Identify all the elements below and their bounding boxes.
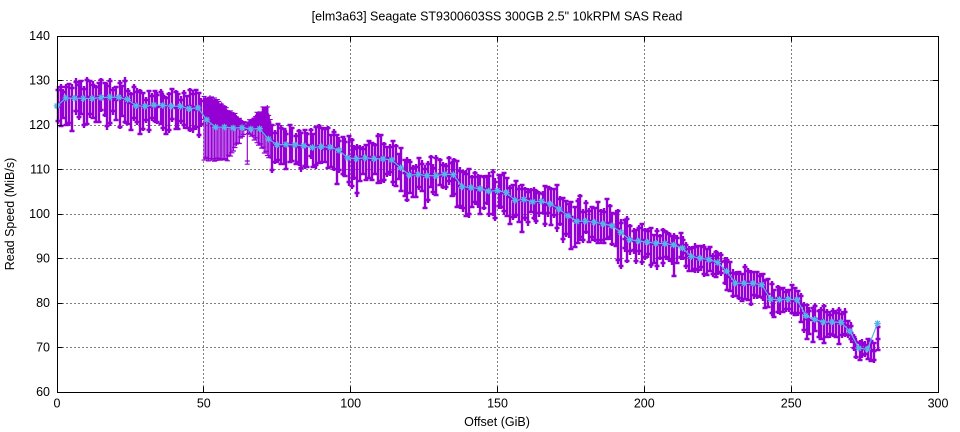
svg-text:60: 60 <box>36 385 50 399</box>
svg-text:140: 140 <box>29 29 50 43</box>
svg-text:80: 80 <box>36 296 50 310</box>
svg-text:300: 300 <box>928 396 949 410</box>
svg-text:0: 0 <box>54 396 61 410</box>
svg-text:100: 100 <box>29 207 50 221</box>
svg-text:130: 130 <box>29 74 50 88</box>
svg-text:100: 100 <box>340 396 361 410</box>
svg-text:120: 120 <box>29 118 50 132</box>
svg-text:250: 250 <box>781 396 802 410</box>
svg-text:90: 90 <box>36 252 50 266</box>
svg-text:Read Speed (MiB/s): Read Speed (MiB/s) <box>3 158 17 271</box>
svg-text:50: 50 <box>197 396 211 410</box>
svg-text:70: 70 <box>36 341 50 355</box>
svg-text:[elm3a63] Seagate ST9300603SS: [elm3a63] Seagate ST9300603SS 300GB 2.5"… <box>312 10 683 24</box>
svg-text:Offset (GiB): Offset (GiB) <box>464 415 530 429</box>
svg-text:200: 200 <box>634 396 655 410</box>
svg-text:110: 110 <box>30 163 50 177</box>
svg-text:150: 150 <box>487 396 508 410</box>
